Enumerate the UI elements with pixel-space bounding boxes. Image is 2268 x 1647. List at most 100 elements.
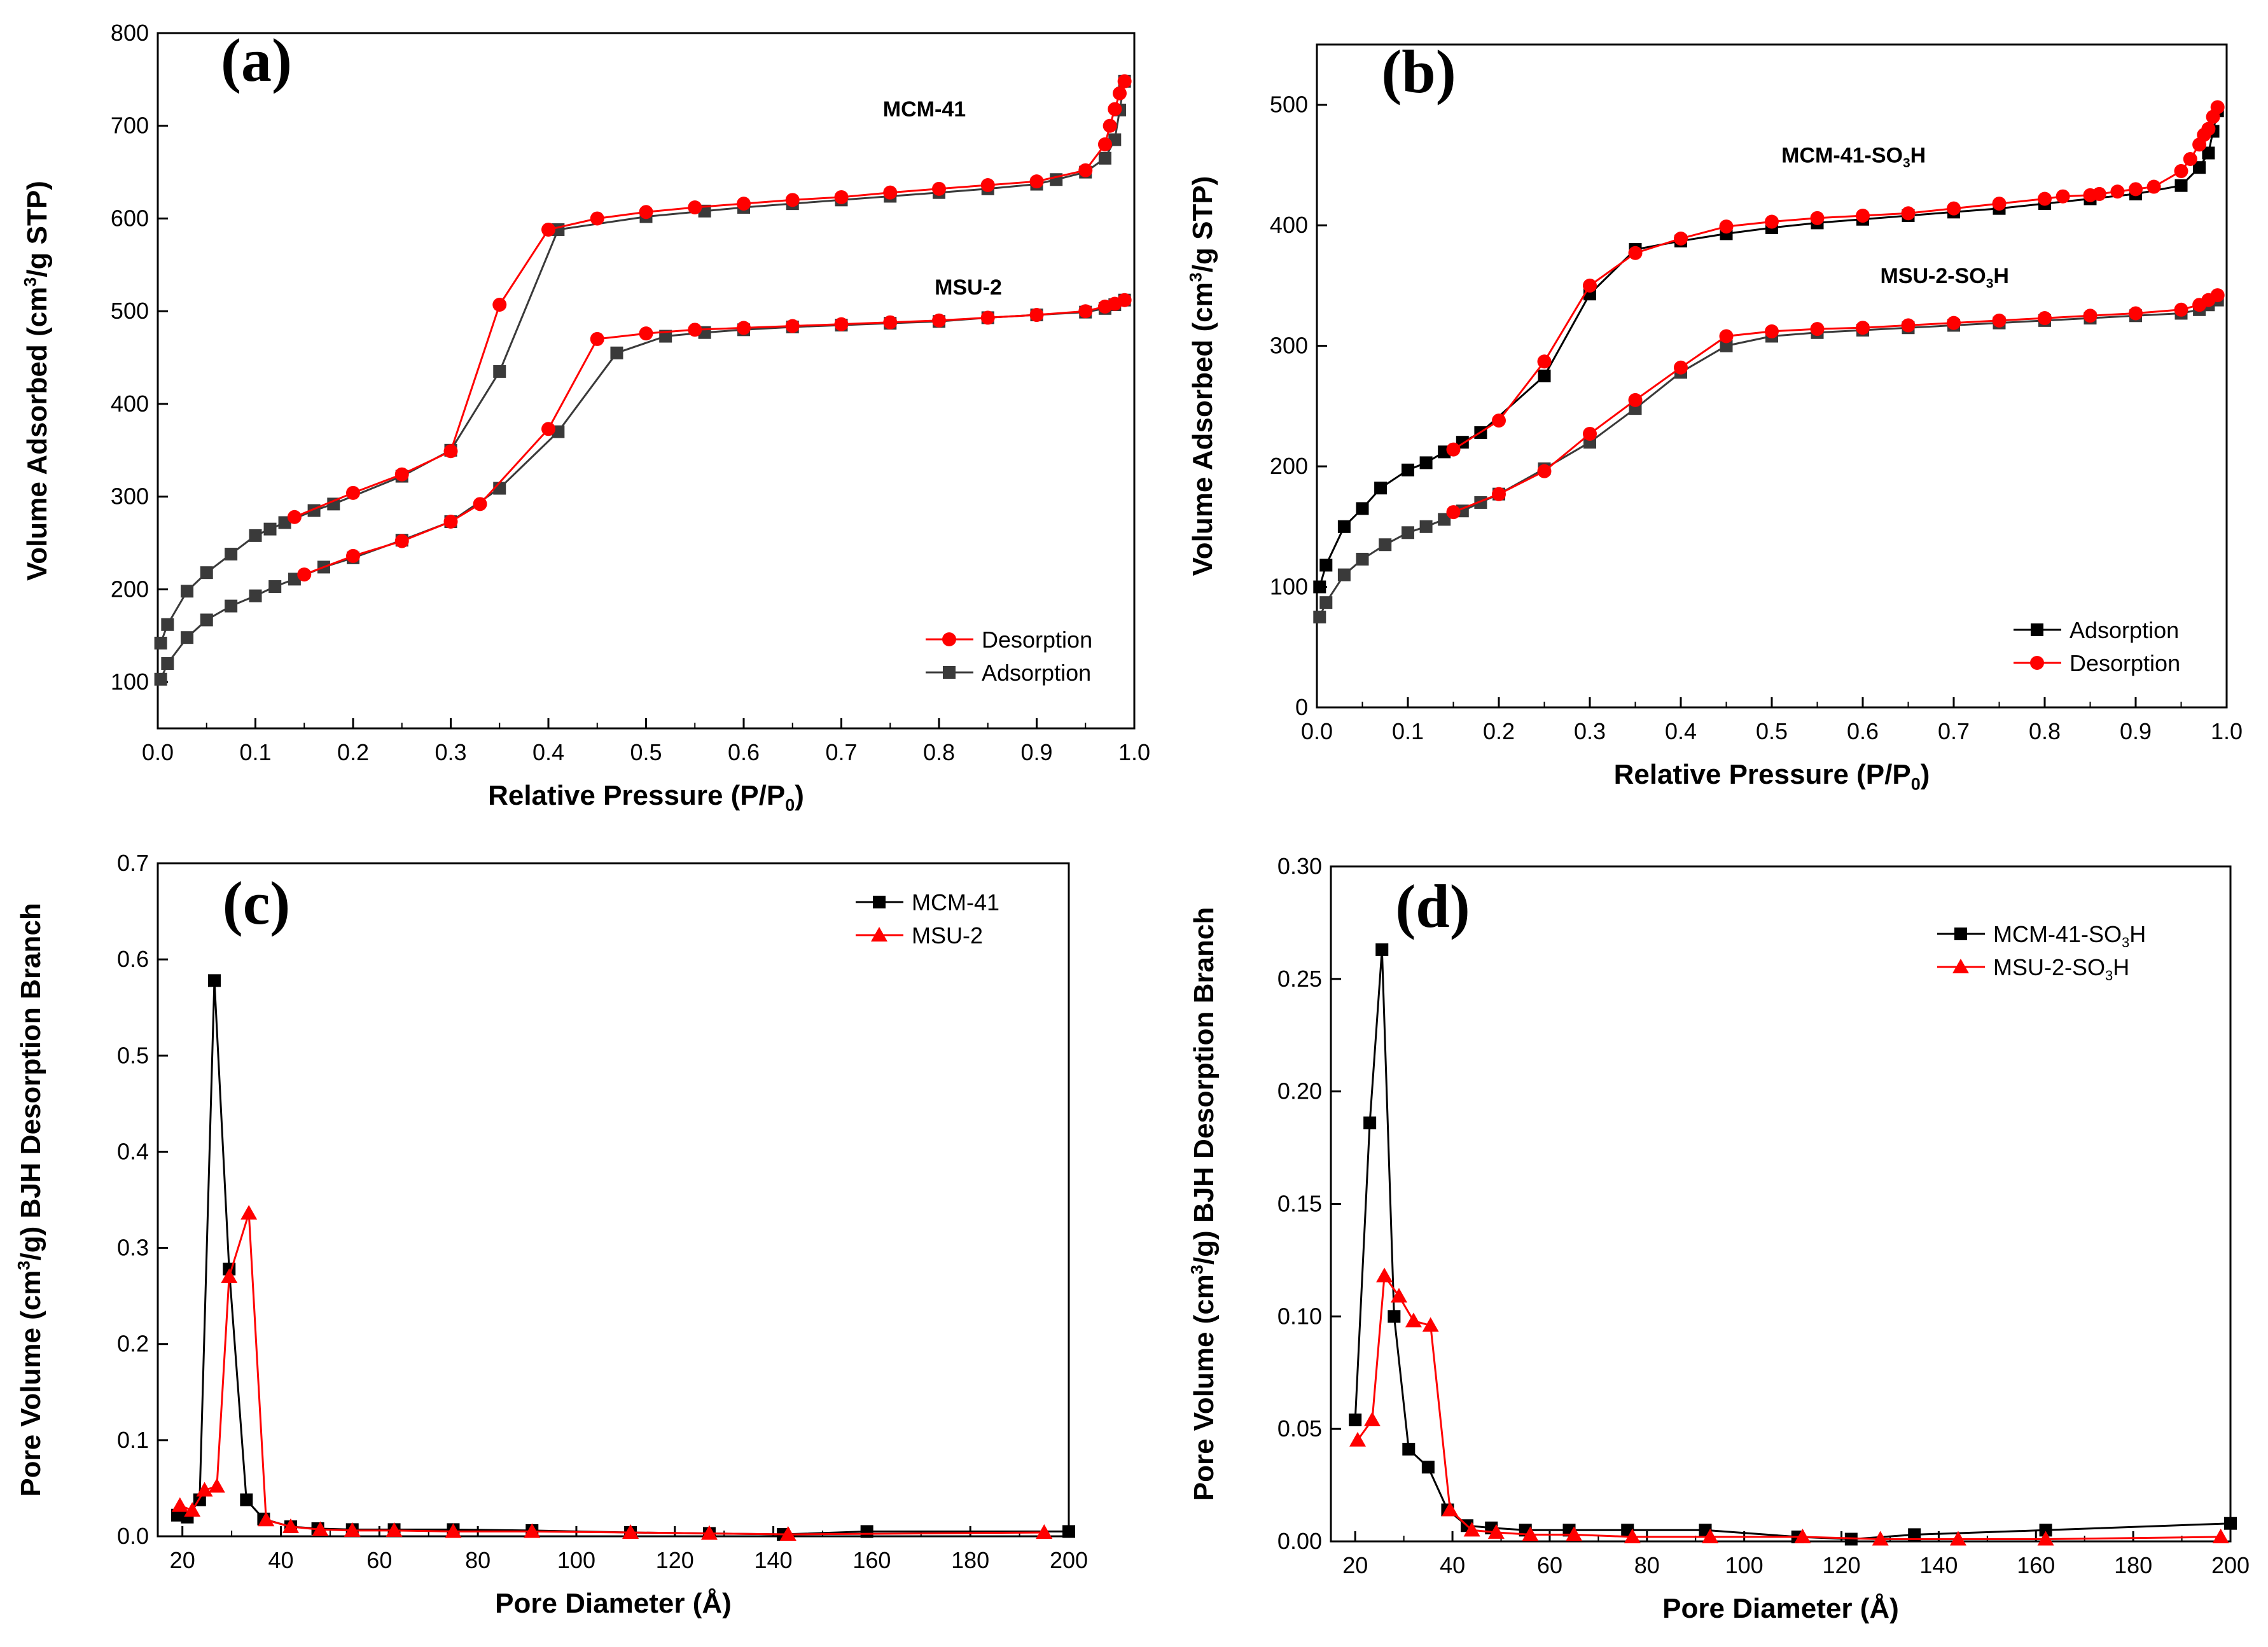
data-point xyxy=(240,1205,258,1220)
data-point xyxy=(932,313,946,328)
x-tick-label: 60 xyxy=(1537,1552,1562,1578)
data-point xyxy=(1313,610,1326,623)
x-tick-label: 180 xyxy=(2114,1552,2152,1578)
data-point xyxy=(297,567,312,582)
data-point xyxy=(1402,1442,1416,1456)
data-point xyxy=(1992,197,2007,211)
data-point xyxy=(221,1268,238,1283)
x-tick-label: 180 xyxy=(951,1547,989,1573)
data-point xyxy=(208,974,221,987)
data-point xyxy=(1463,1522,1480,1537)
panel-title: (d) xyxy=(1395,872,1470,940)
legend: Adsorption Desorption xyxy=(2014,617,2180,676)
data-point xyxy=(1674,232,1688,246)
data-point xyxy=(181,585,194,598)
data-point xyxy=(2038,311,2052,326)
data-point xyxy=(980,310,995,325)
data-point xyxy=(1117,74,1132,88)
x-tick-label: 160 xyxy=(2017,1552,2055,1578)
legend-label: Adsorption xyxy=(982,660,1091,686)
y-tick-label: 100 xyxy=(111,669,149,695)
data-point xyxy=(1720,339,1733,352)
x-axis-label: Relative Pressure (P/P0) xyxy=(488,780,804,815)
data-point xyxy=(2129,306,2143,321)
sample-label: MCM-41 xyxy=(883,97,966,122)
series-line xyxy=(1354,949,2231,1541)
data-point xyxy=(1702,1528,1719,1543)
legend-label: Desorption xyxy=(982,627,1092,653)
data-point xyxy=(492,297,507,312)
data-point xyxy=(590,211,604,226)
data-point xyxy=(2038,191,2052,206)
y-tick-label: 0.30 xyxy=(1277,853,1322,879)
data-point xyxy=(200,566,213,580)
data-point xyxy=(1628,246,1643,260)
legend-marker xyxy=(1952,959,1969,973)
y-tick-label: 200 xyxy=(1270,453,1308,479)
x-tick-label: 0.6 xyxy=(1847,718,1879,744)
legend-label: MCM-41 xyxy=(912,889,999,915)
x-tick-label: 0.8 xyxy=(923,739,955,765)
data-point xyxy=(980,178,995,193)
data-point xyxy=(1363,1412,1381,1427)
data-point xyxy=(1376,1267,1393,1282)
y-tick-label: 0.0 xyxy=(117,1523,149,1549)
sample-label: MSU-2-SO3H xyxy=(1880,264,2008,291)
data-point xyxy=(2224,1517,2237,1530)
series-adsorption xyxy=(154,74,1131,650)
data-point xyxy=(1062,1525,1075,1538)
x-tick-label: 0.4 xyxy=(532,739,564,765)
y-tick-label: 0.2 xyxy=(117,1331,149,1357)
data-point xyxy=(524,1523,541,1538)
data-point xyxy=(1097,137,1112,151)
data-point xyxy=(1103,118,1117,133)
series-line xyxy=(177,980,1069,1536)
y-axis-label: Pore Volume (cm3/g) BJH Desorption Branc… xyxy=(1187,907,1220,1501)
legend-label: MCM-41-SO3H xyxy=(1993,921,2146,950)
data-point xyxy=(1446,505,1461,520)
y-tick-label: 300 xyxy=(1270,333,1308,359)
data-point xyxy=(700,1525,718,1540)
data-point xyxy=(1810,211,1825,225)
series-desorption xyxy=(297,293,1132,582)
x-tick-label: 100 xyxy=(557,1547,595,1573)
plot-frame xyxy=(157,862,1070,1538)
x-tick-label: 120 xyxy=(1823,1552,1861,1578)
data-point xyxy=(154,672,167,686)
data-point xyxy=(1901,318,1916,333)
data-point xyxy=(1419,456,1433,469)
x-tick-label: 20 xyxy=(1342,1552,1368,1578)
data-point xyxy=(610,346,623,359)
y-tick-label: 700 xyxy=(111,113,149,139)
data-point xyxy=(1487,1524,1505,1539)
data-point xyxy=(1566,1526,1583,1541)
data-point xyxy=(834,317,849,331)
series-mcm-41 xyxy=(170,974,1075,1541)
x-tick-label: 160 xyxy=(852,1547,891,1573)
legend-marker xyxy=(2030,656,2044,670)
x-tick-label: 0.5 xyxy=(630,739,662,765)
y-tick-label: 500 xyxy=(111,298,149,324)
data-point xyxy=(249,529,262,542)
data-point xyxy=(785,193,800,207)
panel-title: (c) xyxy=(223,869,291,937)
data-point xyxy=(1319,559,1333,572)
data-point xyxy=(2083,309,2098,323)
x-tick-label: 40 xyxy=(268,1547,293,1573)
y-tick-label: 0.5 xyxy=(117,1042,149,1068)
panel-b: 0.0 0.1 0.2 0.3 0.4 0.5 0.6 0.7 0.8 0.9 1.0 0 100 200… xyxy=(1186,38,2243,794)
x-tick-label: 0.2 xyxy=(1483,718,1515,744)
data-point xyxy=(1949,1531,1966,1546)
data-point xyxy=(1374,482,1388,495)
y-tick-label: 0.4 xyxy=(117,1138,149,1164)
data-point xyxy=(1375,943,1389,956)
data-point xyxy=(688,200,702,214)
data-point xyxy=(240,1493,253,1506)
data-point xyxy=(834,190,849,204)
y-tick-label: 200 xyxy=(111,576,149,602)
sample-label: MSU-2 xyxy=(935,275,1002,300)
data-point xyxy=(1391,1288,1408,1303)
data-point xyxy=(1794,1528,1811,1543)
data-point xyxy=(1379,538,1392,552)
x-tick-label: 1.0 xyxy=(2211,718,2243,744)
